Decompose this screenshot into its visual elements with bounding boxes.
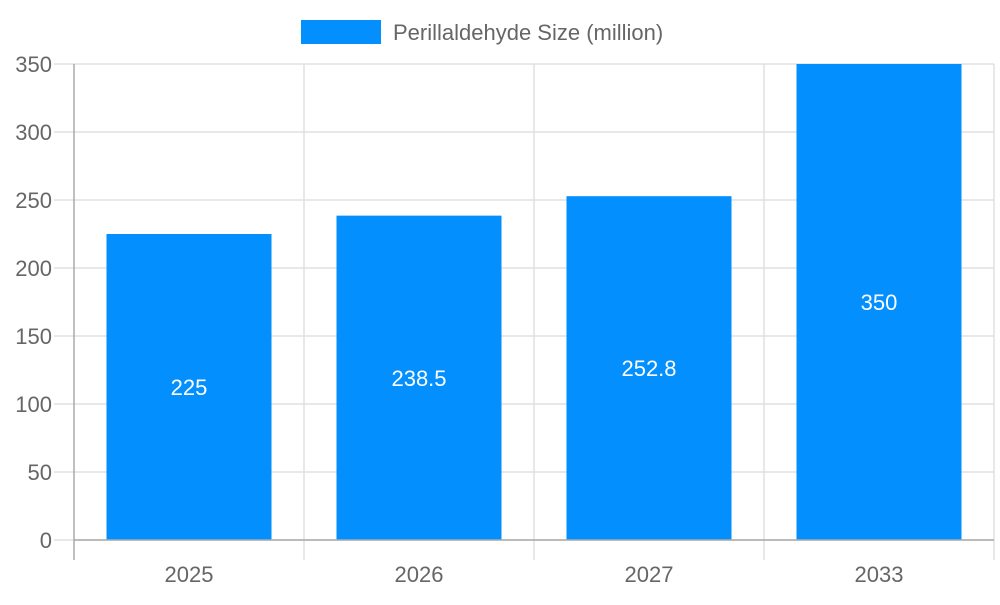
bar-2027 [566,196,732,540]
y-tick-label: 350 [15,52,52,77]
bar-2033 [796,64,962,540]
bar-2026 [336,215,502,540]
x-tick-label: 2033 [855,562,904,587]
axes: 0 50 100 150 200 250 300 350 2025 2026 2027 2033 [15,52,994,587]
y-tick-label: 150 [15,324,52,349]
x-tick-label: 2026 [395,562,444,587]
y-tick-label: 250 [15,188,52,213]
legend[interactable]: Perillaldehyde Size (million) [301,20,663,45]
data-label: 350 [861,290,898,315]
y-tick-label: 0 [40,528,52,553]
data-label: 238.5 [391,366,446,391]
bars: 225 238.5 252.8 350 [106,64,962,540]
x-tick-label: 2027 [625,562,674,587]
y-tick-label: 100 [15,392,52,417]
y-tick-label: 300 [15,120,52,145]
data-label: 225 [171,375,208,400]
bar-2025 [106,234,272,540]
x-tick-label: 2025 [165,562,214,587]
legend-swatch [301,20,381,44]
y-tick-label: 50 [28,460,52,485]
legend-label: Perillaldehyde Size (million) [393,20,663,45]
data-label: 252.8 [621,356,676,381]
y-tick-label: 200 [15,256,52,281]
